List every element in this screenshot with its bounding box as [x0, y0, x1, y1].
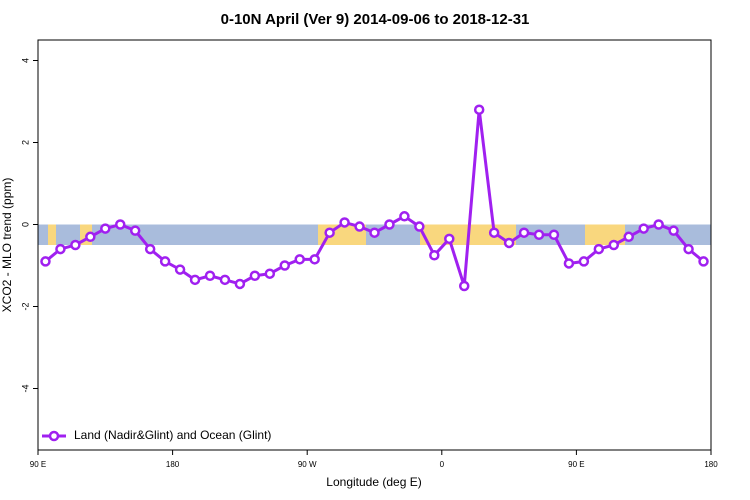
data-point — [189, 274, 201, 286]
data-point — [429, 250, 440, 261]
data-point — [533, 229, 545, 240]
data-point — [638, 223, 649, 234]
y-tick-label: -2 — [20, 302, 30, 310]
y-tick-label: 0 — [20, 222, 30, 227]
y-tick-label: -4 — [20, 384, 30, 392]
data-point — [623, 231, 634, 243]
data-point — [473, 104, 485, 115]
data-point — [683, 243, 694, 255]
data-point — [204, 270, 216, 281]
land-patch — [48, 224, 56, 245]
x-tick-label: 90 E — [30, 460, 46, 469]
data-point — [264, 268, 276, 279]
legend-marker — [48, 430, 60, 442]
data-point — [309, 254, 320, 265]
x-tick-label: 0 — [440, 460, 445, 469]
data-point — [129, 225, 141, 236]
data-point — [503, 237, 515, 249]
data-point — [399, 211, 410, 222]
chart-title: 0-10N April (Ver 9) 2014-09-06 to 2018-1… — [221, 11, 530, 28]
x-axis-label: Longitude (deg E) — [326, 475, 421, 489]
data-point — [55, 243, 66, 255]
data-point — [458, 280, 470, 292]
data-point — [159, 256, 171, 267]
data-point — [249, 270, 261, 281]
data-point — [100, 223, 111, 234]
data-point — [85, 231, 96, 243]
data-point — [548, 229, 560, 240]
data-point — [653, 219, 664, 230]
data-point — [324, 227, 335, 238]
data-point — [578, 256, 590, 267]
data-point — [40, 256, 51, 267]
x-tick-label: 90 W — [298, 460, 317, 469]
data-point — [444, 233, 455, 245]
data-point — [518, 227, 530, 238]
data-point — [608, 239, 620, 251]
data-point — [414, 221, 425, 232]
x-tick-label: 180 — [704, 460, 718, 469]
plot-frame — [37, 39, 712, 451]
data-point — [219, 274, 231, 286]
land-patch — [585, 224, 625, 245]
data-point — [563, 258, 575, 269]
data-point — [234, 278, 246, 290]
data-point — [698, 256, 709, 267]
y-tick-label: 2 — [20, 140, 30, 145]
x-tick-label: 90 E — [568, 460, 584, 469]
data-point — [174, 264, 186, 275]
data-point — [115, 219, 126, 230]
data-point — [384, 219, 395, 230]
data-point — [369, 227, 380, 238]
data-point — [279, 260, 291, 271]
data-point — [144, 243, 156, 255]
data-point — [339, 217, 350, 228]
x-tick-label: 180 — [166, 460, 180, 469]
legend-label: Land (Nadir&Glint) and Ocean (Glint) — [74, 428, 271, 442]
data-point — [354, 221, 365, 232]
data-point — [294, 254, 305, 265]
data-point — [593, 243, 605, 255]
data-point — [488, 227, 500, 238]
data-point — [70, 239, 81, 251]
y-tick-label: 4 — [20, 58, 30, 63]
y-axis-label: XCO2 - MLO trend (ppm) — [0, 178, 14, 313]
series-line — [44, 109, 705, 287]
data-point — [668, 225, 679, 236]
